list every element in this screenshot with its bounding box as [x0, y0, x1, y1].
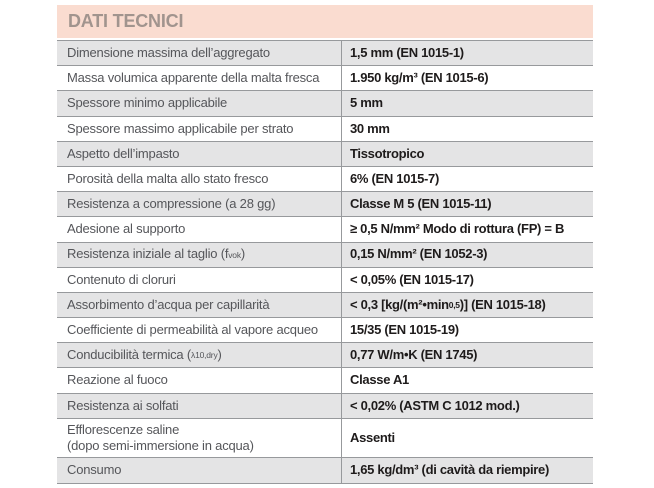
- property-value: 1,5 mm (EN 1015-1): [341, 41, 593, 66]
- table-row: Massa volumica apparente della malta fre…: [57, 66, 593, 92]
- property-label: Dimensione massima dell’aggregato: [67, 44, 270, 60]
- technical-data-table: DATI TECNICI Dimensione massima dell’agg…: [57, 5, 593, 484]
- property-label: Aspetto dell’impasto: [67, 145, 180, 161]
- property-value: < 0,05% (EN 1015-17): [341, 267, 593, 292]
- property-label: Adesione al supporto: [67, 221, 186, 237]
- table-title-bar: DATI TECNICI: [57, 5, 593, 38]
- property-label: Contenuto di cloruri: [67, 271, 176, 287]
- property-label: Porosità della malta allo stato fresco: [67, 170, 269, 186]
- property-label: Conducibilità termica (λ10,dry): [67, 347, 222, 363]
- table-title: DATI TECNICI: [68, 11, 184, 31]
- table-row: Porosità della malta allo stato fresco 6…: [57, 166, 593, 193]
- property-label: Resistenza iniziale al taglio (f vok): [67, 246, 246, 262]
- property-value: 30 mm: [341, 116, 593, 141]
- property-label: Efflorescenze saline (dopo semi-immersion…: [67, 421, 254, 454]
- property-label: Assorbimento d’acqua per capillarità: [67, 296, 270, 312]
- property-value: 5 mm: [341, 91, 593, 116]
- table-row: Spessore minimo applicabile 5 mm: [57, 91, 593, 117]
- property-label: Coefficiente di permeabilità al vapore a…: [67, 322, 318, 338]
- table-row: Dimensione massima dell’aggregato 1,5 mm…: [57, 41, 593, 67]
- table-row: Assorbimento d’acqua per capillarità < 0…: [57, 292, 593, 319]
- table-row: Reazione al fuoco Classe A1: [57, 368, 593, 394]
- property-value: 0,77 W/m•K (EN 1745): [341, 343, 593, 368]
- table-row: Efflorescenze saline (dopo semi-immersion…: [57, 418, 593, 459]
- property-label: Resistenza ai solfati: [67, 397, 179, 413]
- property-label: Massa volumica apparente della malta fre…: [67, 70, 320, 86]
- table-body: Dimensione massima dell’aggregato 1,5 mm…: [57, 40, 593, 484]
- property-label: Resistenza a compressione (a 28 gg): [67, 196, 276, 212]
- table-row: Conducibilità termica (λ10,dry) 0,77 W/m…: [57, 343, 593, 369]
- table-row: Spessore massimo applicabile per strato …: [57, 116, 593, 142]
- property-value: Classe M 5 (EN 1015-11): [341, 192, 593, 217]
- property-value: Assenti: [341, 418, 593, 458]
- property-label: Consumo: [67, 462, 122, 478]
- table-row: Resistenza iniziale al taglio (f vok) 0,1…: [57, 242, 593, 268]
- property-label: Spessore minimo applicabile: [67, 95, 228, 111]
- property-value: ≥ 0,5 N/mm² Modo di rottura (FP) = B: [341, 217, 593, 242]
- property-value: < 0,02% (ASTM C 1012 mod.): [341, 393, 593, 418]
- property-value: 0,15 N/mm² (EN 1052-3): [341, 242, 593, 267]
- property-value: < 0,3 [kg/(m²•min 0,5)] (EN 1015-18): [341, 292, 593, 318]
- property-label: Spessore massimo applicabile per strato: [67, 120, 294, 136]
- property-value: 6% (EN 1015-7): [341, 166, 593, 192]
- property-value: 15/35 (EN 1015-19): [341, 318, 593, 343]
- property-value: Classe A1: [341, 368, 593, 393]
- table-row: Resistenza a compressione (a 28 gg) Clas…: [57, 192, 593, 218]
- property-value: Tissotropico: [341, 141, 593, 166]
- table-row: Coefficiente di permeabilità al vapore a…: [57, 318, 593, 344]
- table-row: Aspetto dell’impasto Tissotropico: [57, 141, 593, 167]
- table-row: Consumo 1,65 kg/dm³ (di cavità da riempi…: [57, 458, 593, 484]
- property-label: Reazione al fuoco: [67, 372, 168, 388]
- table-row: Contenuto di cloruri < 0,05% (EN 1015-17…: [57, 267, 593, 293]
- property-value: 1,65 kg/dm³ (di cavità da riempire): [341, 458, 593, 483]
- table-row: Resistenza ai solfati < 0,02% (ASTM C 10…: [57, 393, 593, 419]
- table-row: Adesione al supporto ≥ 0,5 N/mm² Modo di…: [57, 217, 593, 243]
- property-value: 1.950 kg/m³ (EN 1015-6): [341, 66, 593, 91]
